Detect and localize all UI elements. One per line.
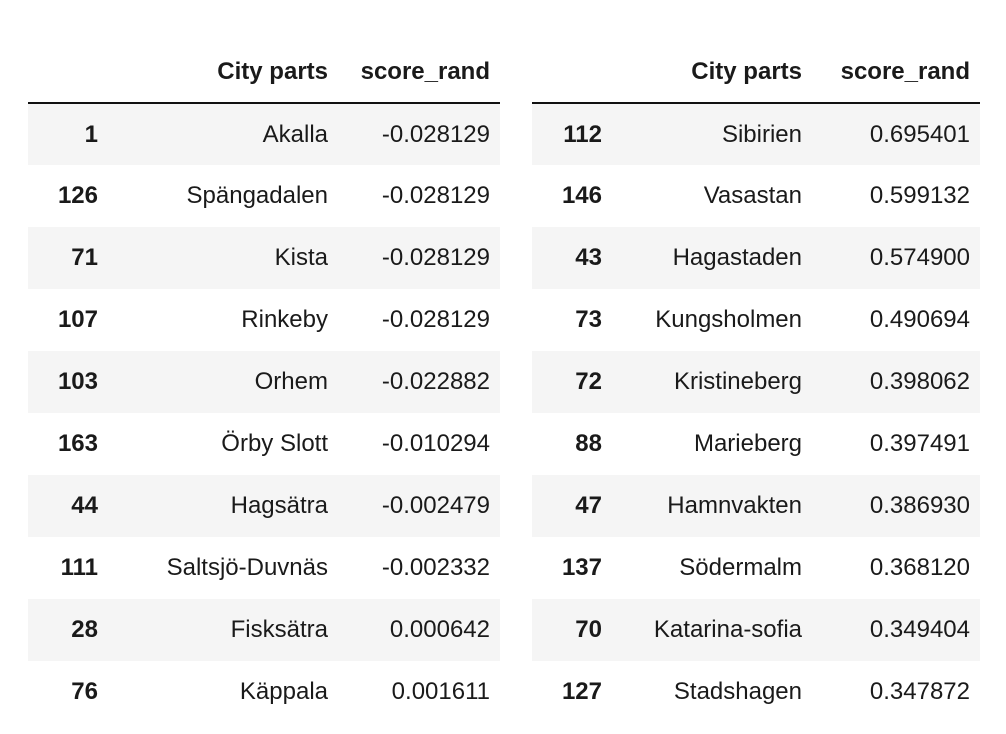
row-index: 103 [57,368,98,395]
score-rand-cell: -0.002479 [381,492,490,519]
city-part-cell: Sibirien [721,120,802,148]
score-rand-cell: 0.397491 [869,430,970,457]
table-row: 47 Hamnvakten 0.386930 [532,475,980,537]
index-header [28,42,108,104]
table-row: 71 Kista -0.028129 [28,227,500,289]
row-index: 126 [57,182,98,209]
score-rand-cell: 0.001611 [391,678,490,705]
row-index: 111 [60,554,98,581]
score-rand-cell: -0.022882 [381,368,490,395]
table-row: 73 Kungsholmen 0.490694 [532,289,980,351]
city-parts-header: City parts [612,42,812,104]
table-row: 146 Vasastan 0.599132 [532,165,980,227]
score-rand-cell: -0.028129 [381,306,490,333]
table-row: 107 Rinkeby -0.028129 [28,289,500,351]
row-index: 71 [71,244,98,271]
score-rand-cell: 0.347872 [869,678,970,705]
row-index: 47 [575,492,602,519]
score-rand-cell: -0.028129 [381,120,490,148]
score-rand-cell: 0.386930 [869,492,970,519]
city-part-cell: Södermalm [679,554,802,581]
score-rand-cell: 0.490694 [869,306,970,333]
table-row: 163 Örby Slott -0.010294 [28,413,500,475]
score-rand-cell: -0.010294 [381,430,490,457]
row-index: 146 [561,182,602,209]
table-row: 44 Hagsätra -0.002479 [28,475,500,537]
table-row: 70 Katarina-sofia 0.349404 [532,599,980,661]
city-part-cell: Akalla [262,120,328,148]
row-index: 127 [561,678,602,705]
table-row: 137 Södermalm 0.368120 [532,537,980,599]
city-part-cell: Hagastaden [672,244,802,271]
table-body: 1 Akalla -0.028129 126 Spängadalen -0.028129 7… [28,103,500,723]
table-row: 112 Sibirien 0.695401 [532,103,980,165]
row-index: 70 [575,616,602,643]
score-rand-cell: -0.028129 [381,182,490,209]
city-part-cell: Örby Slott [221,430,328,457]
city-part-cell: Rinkeby [241,306,328,333]
city-part-cell: Hamnvakten [667,492,802,519]
city-part-cell: Käppala [239,678,328,705]
table-row: 1 Akalla -0.028129 [28,103,500,165]
city-part-cell: Vasastan [703,182,802,209]
table-row: 43 Hagastaden 0.574900 [532,227,980,289]
table-row: 127 Stadshagen 0.347872 [532,661,980,723]
score-rand-header: score_rand [338,42,500,104]
table-row: 76 Käppala 0.001611 [28,661,500,723]
dataframe-table-left: City parts score_rand 1 Akalla -0.028129 12… [28,42,500,723]
city-part-cell: Fisksätra [230,616,328,643]
city-part-cell: Orhem [254,368,328,395]
header-row: City parts score_rand [532,42,980,104]
city-part-cell: Saltsjö-Duvnäs [166,554,328,581]
row-index: 107 [57,306,98,333]
city-part-cell: Marieberg [693,430,802,457]
city-part-cell: Kista [274,244,328,271]
header-row: City parts score_rand [28,42,500,104]
city-part-cell: Hagsätra [230,492,328,519]
dataframe-table-right: City parts score_rand 112 Sibirien 0.69540… [532,42,980,723]
table-row: 126 Spängadalen -0.028129 [28,165,500,227]
city-part-cell: Spängadalen [186,182,328,209]
index-header [532,42,612,104]
row-index: 73 [575,306,602,333]
table-row: 28 Fisksätra 0.000642 [28,599,500,661]
score-rand-cell: 0.000642 [389,616,490,643]
city-part-cell: Katarina-sofia [653,616,802,643]
score-rand-cell: 0.349404 [869,616,970,643]
table-row: 88 Marieberg 0.397491 [532,413,980,475]
score-rand-cell: 0.574900 [869,244,970,271]
table-header: City parts score_rand [532,42,980,104]
city-part-cell: Kungsholmen [655,306,802,333]
city-part-cell: Kristineberg [673,368,802,395]
score-rand-cell: 0.695401 [869,120,970,148]
score-rand-cell: 0.599132 [869,182,970,209]
row-index: 137 [561,554,602,581]
row-index: 112 [563,120,602,148]
row-index: 72 [575,368,602,395]
city-part-cell: Stadshagen [673,678,802,705]
row-index: 76 [71,678,98,705]
row-index: 44 [71,492,98,519]
table-row: 72 Kristineberg 0.398062 [532,351,980,413]
row-index: 1 [84,120,98,148]
score-rand-cell: 0.398062 [869,368,970,395]
table-body: 112 Sibirien 0.695401 146 Vasastan 0.599132 43… [532,103,980,723]
score-rand-header: score_rand [812,42,980,104]
row-index: 163 [57,430,98,457]
row-index: 28 [71,616,98,643]
row-index: 88 [575,430,602,457]
table-row: 103 Orhem -0.022882 [28,351,500,413]
score-rand-cell: -0.002332 [381,554,490,581]
city-parts-header: City parts [108,42,338,104]
table-row: 111 Saltsjö-Duvnäs -0.002332 [28,537,500,599]
score-rand-cell: 0.368120 [869,554,970,581]
row-index: 43 [575,244,602,271]
table-header: City parts score_rand [28,42,500,104]
score-rand-cell: -0.028129 [381,244,490,271]
